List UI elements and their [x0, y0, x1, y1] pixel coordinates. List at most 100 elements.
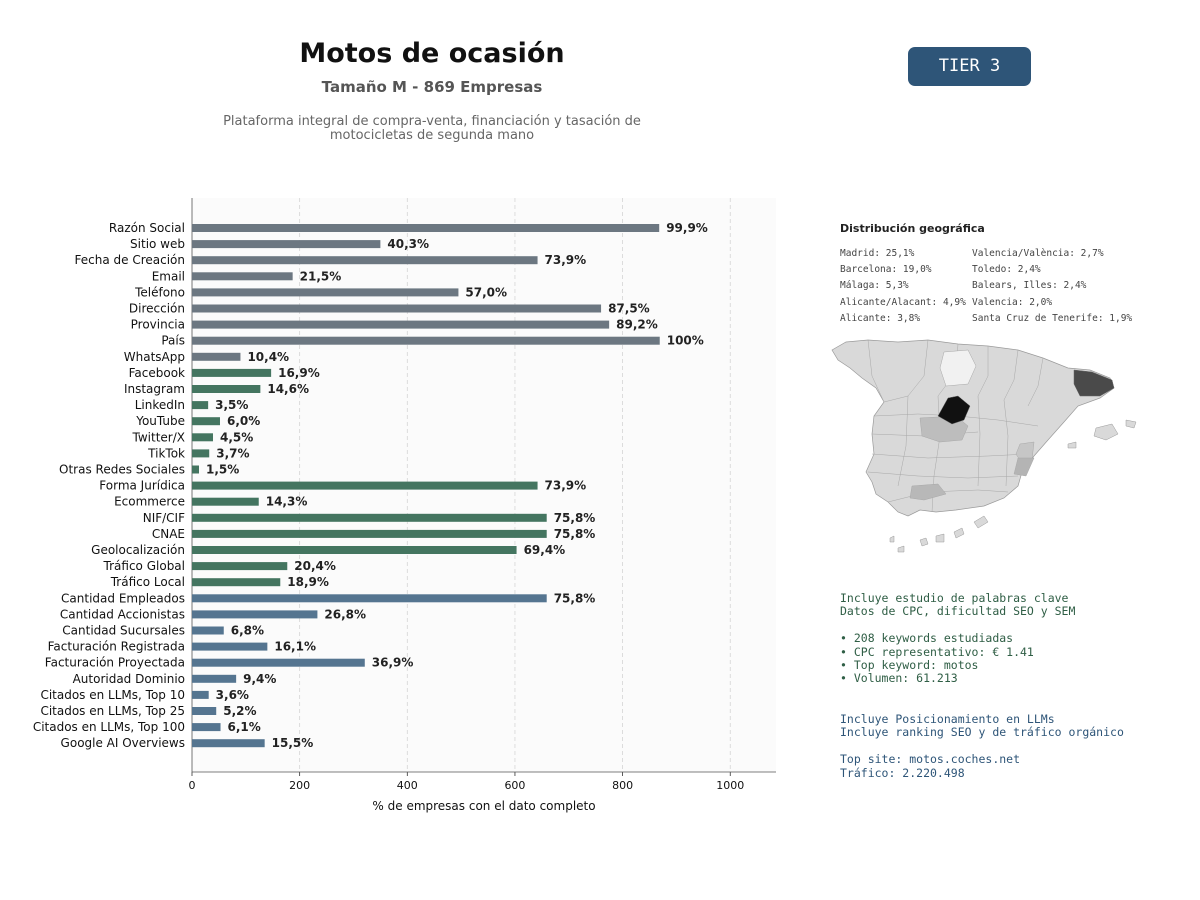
category-label: Instagram: [124, 382, 185, 396]
bar: [192, 481, 538, 490]
bar-value-label: 100%: [667, 334, 704, 348]
category-label: WhatsApp: [124, 350, 185, 364]
bar: [192, 256, 538, 265]
bar: [192, 240, 381, 249]
category-label: Autoridad Dominio: [73, 672, 185, 686]
bar: [192, 385, 261, 393]
bar-value-label: 87,5%: [608, 302, 650, 316]
keywords-bullet: • Volumen: 61.213: [840, 671, 958, 686]
category-label: Razón Social: [109, 221, 185, 235]
x-tick-label: 400: [397, 779, 418, 792]
geo-item: Barcelona: 19,0%: [840, 264, 932, 276]
bar-value-label: 75,8%: [554, 511, 596, 525]
category-label: Tráfico Global: [103, 559, 185, 573]
x-tick-label: 800: [612, 779, 633, 792]
bar: [192, 497, 259, 506]
geo-list-col-1: Madrid: 25,1% Barcelona: 19,0% Málaga: 5…: [840, 246, 966, 327]
llm-line-1: Incluye Posicionamiento en LLMs: [840, 712, 1055, 726]
category-label: Forma Jurídica: [99, 479, 185, 493]
category-label: País: [161, 334, 185, 348]
keywords-bullet: • 208 keywords estudiadas: [840, 631, 1014, 646]
geo-list-col-2: Valencia/València: 2,7% Toledo: 2,4% Bal…: [972, 246, 1132, 327]
llm-line-2: Incluye ranking SEO y de tráfico orgánic…: [840, 725, 1124, 740]
bar: [192, 674, 237, 683]
bar: [192, 658, 365, 667]
bar: [192, 320, 610, 329]
bar: [192, 224, 660, 232]
bar-value-label: 26,8%: [324, 607, 366, 621]
bar: [192, 401, 209, 410]
keywords-bullet: • CPC representativo: € 1.41: [840, 644, 1034, 659]
bar-value-label: 3,5%: [215, 398, 248, 412]
bar: [192, 336, 660, 345]
bar-value-label: 57,0%: [465, 285, 507, 299]
bar: [192, 578, 281, 587]
bar: [192, 368, 272, 377]
bar-value-label: 36,9%: [372, 656, 414, 670]
category-label: Citados en LLMs, Top 25: [40, 704, 185, 718]
geo-item: Madrid: 25,1%: [840, 248, 915, 259]
bar: [192, 513, 547, 522]
bar: [192, 546, 517, 554]
llm-traffic: Tráfico: 2.220.498: [840, 765, 965, 780]
category-label: Twitter/X: [132, 430, 185, 444]
bar: [192, 739, 265, 748]
category-label: LinkedIn: [135, 398, 185, 412]
bar-value-label: 16,1%: [274, 640, 316, 654]
category-label: Ecommerce: [114, 495, 185, 509]
bar-value-label: 5,2%: [223, 704, 256, 718]
keywords-panel: Incluye estudio de palabras clave Datos …: [840, 591, 1076, 686]
spain-mainland: [831, 339, 1115, 517]
category-label: NIF/CIF: [143, 511, 185, 525]
category-label: Email: [152, 269, 185, 283]
region-malaga: [909, 483, 947, 501]
bar-value-label: 99,9%: [666, 221, 708, 235]
region-burgos: [939, 349, 977, 387]
geo-item: Santa Cruz de Tenerife: 1,9%: [972, 312, 1133, 324]
geo-item: Balears, Illes: 2,4%: [972, 280, 1087, 292]
geo-item: Valencia/València: 2,7%: [972, 248, 1104, 259]
category-label: Google AI Overviews: [61, 736, 185, 750]
bar: [192, 707, 217, 715]
category-label: Sitio web: [130, 237, 185, 251]
bar-value-label: 14,3%: [266, 495, 308, 509]
bar: [192, 272, 293, 281]
bar: [192, 626, 224, 635]
category-label: Teléfono: [134, 285, 185, 299]
category-label: Otras Redes Sociales: [59, 463, 185, 477]
category-label: Provincia: [131, 318, 185, 332]
keywords-line-1: Incluye estudio de palabras clave: [840, 591, 1069, 605]
bar: [192, 449, 210, 458]
bar-value-label: 4,5%: [220, 430, 253, 444]
bar-value-label: 21,5%: [300, 269, 342, 283]
region-alicante: [1013, 457, 1035, 477]
llm-top-site: Top site: motos.coches.net: [840, 752, 1021, 767]
x-axis-label: % de empresas con el dato completo: [372, 799, 595, 813]
llm-panel: Incluye Posicionamiento en LLMs Incluye …: [840, 712, 1124, 780]
bar: [192, 304, 602, 313]
x-tick-label: 600: [504, 779, 525, 792]
bar-value-label: 18,9%: [287, 575, 329, 589]
region-madrid: [937, 395, 971, 425]
category-label: Facturación Proyectada: [45, 656, 185, 670]
bar: [192, 610, 318, 619]
bar: [192, 690, 209, 699]
description-line-2: motocicletas de segunda mano: [329, 128, 535, 143]
geo-title: Distribución geográfica: [840, 222, 985, 235]
bar: [192, 288, 459, 297]
bar: [192, 529, 547, 538]
x-tick-label: 0: [189, 779, 196, 792]
bar-value-label: 89,2%: [616, 318, 658, 332]
bar-value-label: 3,7%: [216, 446, 249, 460]
bar-value-label: 73,9%: [545, 479, 587, 493]
bar: [192, 352, 241, 361]
keywords-line-2: Datos de CPC, dificultad SEO y SEM: [840, 604, 1076, 619]
bar-value-label: 69,4%: [524, 543, 566, 557]
category-label: Facturación Registrada: [48, 640, 185, 654]
bar: [192, 417, 220, 426]
category-label: Citados en LLMs, Top 10: [40, 688, 185, 702]
geo-item: Valencia: 2,0%: [972, 296, 1053, 308]
bar-chart: 0 200 400 600 800 1000 Razón Social 99,9% Sitio …: [33, 198, 776, 813]
geo-item: Alicante: 3,8%: [840, 312, 921, 324]
category-label: Tráfico Local: [110, 575, 185, 589]
